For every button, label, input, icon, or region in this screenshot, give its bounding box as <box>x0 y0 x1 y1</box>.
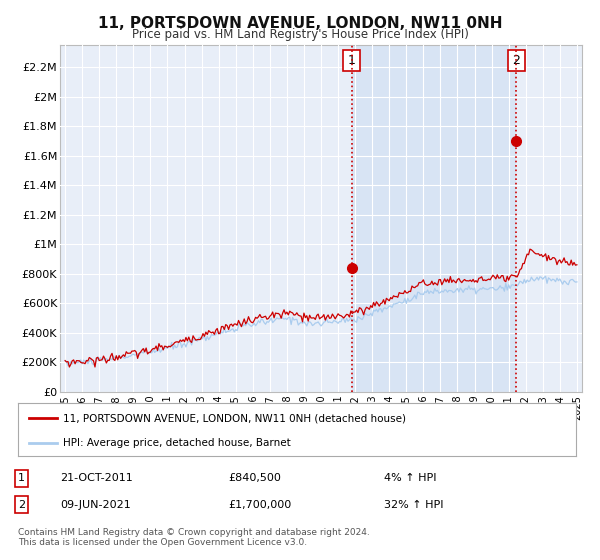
Text: 2: 2 <box>512 54 520 67</box>
Text: Price paid vs. HM Land Registry's House Price Index (HPI): Price paid vs. HM Land Registry's House … <box>131 28 469 41</box>
Text: 21-OCT-2011: 21-OCT-2011 <box>60 473 133 483</box>
Text: 4% ↑ HPI: 4% ↑ HPI <box>384 473 437 483</box>
Text: 11, PORTSDOWN AVENUE, LONDON, NW11 0NH: 11, PORTSDOWN AVENUE, LONDON, NW11 0NH <box>98 16 502 31</box>
Bar <box>352 45 517 392</box>
Text: 11, PORTSDOWN AVENUE, LONDON, NW11 0NH (detached house): 11, PORTSDOWN AVENUE, LONDON, NW11 0NH (… <box>62 413 406 423</box>
Text: £1,700,000: £1,700,000 <box>228 500 291 510</box>
Text: 09-JUN-2021: 09-JUN-2021 <box>60 500 131 510</box>
Text: 1: 1 <box>348 54 356 67</box>
Text: 1: 1 <box>18 473 25 483</box>
Text: 2: 2 <box>18 500 25 510</box>
Text: £840,500: £840,500 <box>228 473 281 483</box>
Text: 32% ↑ HPI: 32% ↑ HPI <box>384 500 443 510</box>
Text: HPI: Average price, detached house, Barnet: HPI: Average price, detached house, Barn… <box>62 438 290 448</box>
Text: Contains HM Land Registry data © Crown copyright and database right 2024.
This d: Contains HM Land Registry data © Crown c… <box>18 528 370 547</box>
